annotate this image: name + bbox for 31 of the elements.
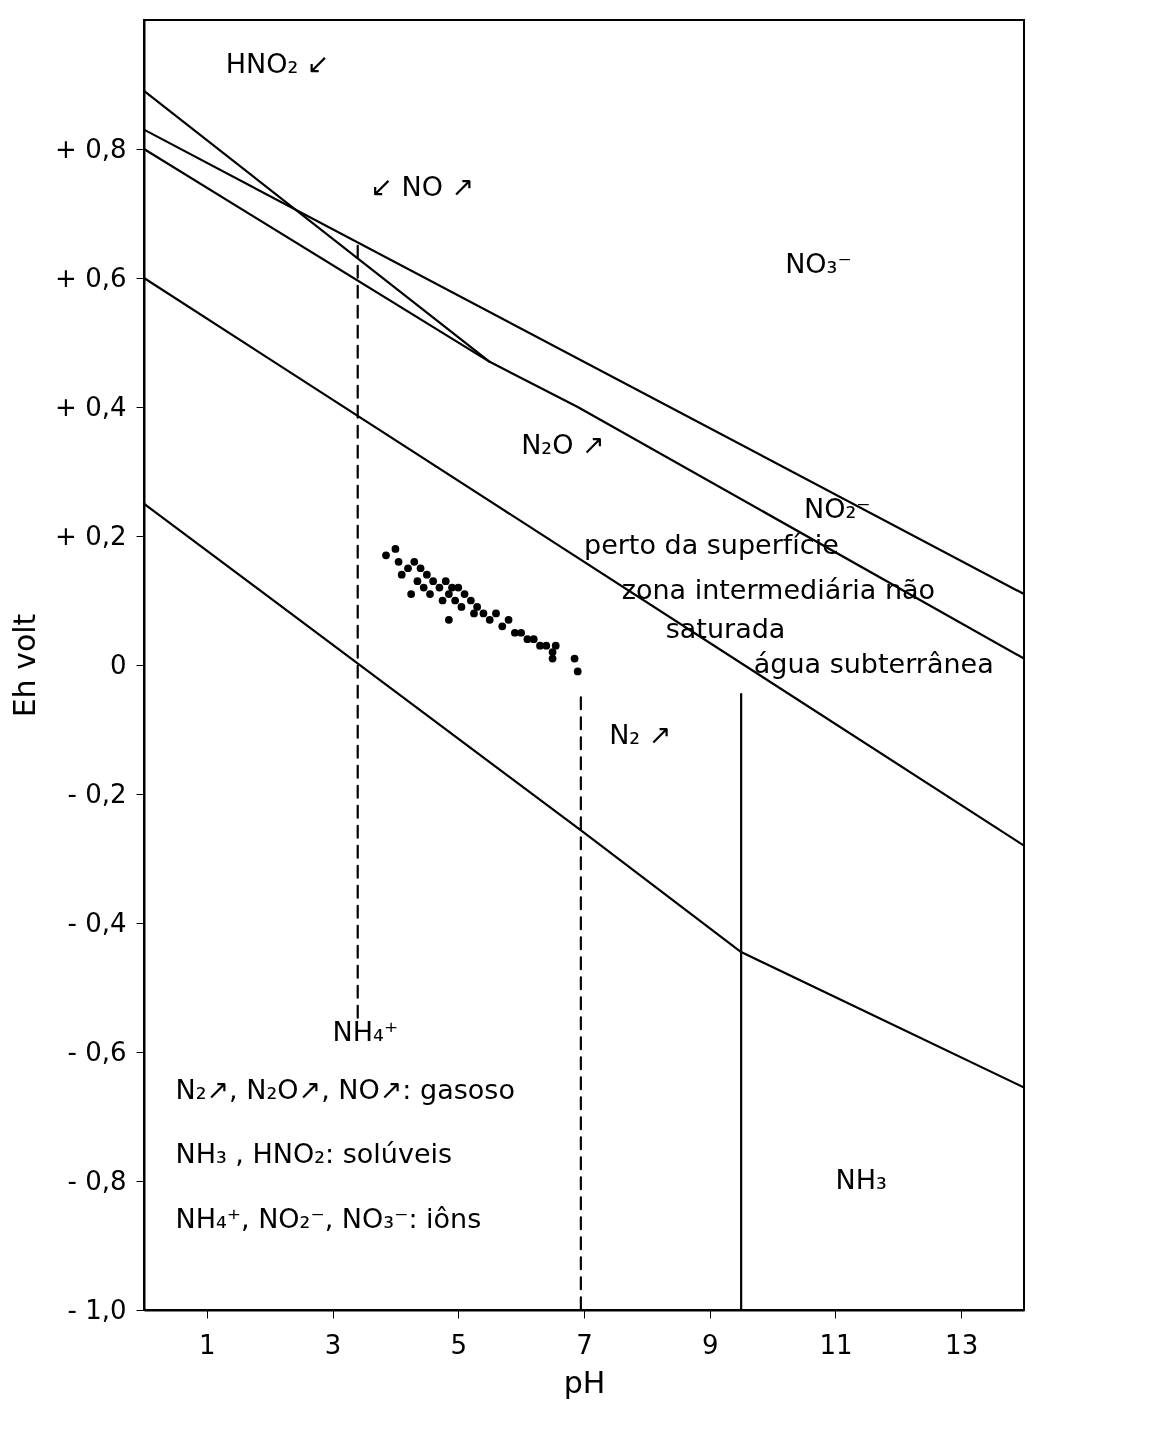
y-tick-label: + 0,4 bbox=[55, 391, 127, 422]
annotation: NH₄⁺ bbox=[332, 1015, 399, 1047]
x-tick-label: 13 bbox=[945, 1329, 979, 1360]
annotation: HNO₂ ↙ bbox=[225, 48, 330, 80]
y-axis-title: Eh volt bbox=[7, 613, 43, 718]
x-tick-label: 3 bbox=[324, 1329, 342, 1360]
annotation: N₂ ↗ bbox=[609, 718, 672, 750]
annotation: NO₃⁻ bbox=[785, 248, 852, 280]
annotation: NH₃ , HNO₂: solúveis bbox=[175, 1138, 453, 1170]
x-tick-label: 7 bbox=[576, 1329, 593, 1360]
y-tick-label: - 1,0 bbox=[67, 1294, 127, 1325]
annotation: N₂↗, N₂O↗, NO↗: gasoso bbox=[175, 1073, 515, 1105]
y-tick-label: 0 bbox=[109, 649, 127, 680]
x-tick-label: 1 bbox=[199, 1329, 216, 1360]
y-tick-label: - 0,4 bbox=[67, 907, 127, 938]
x-tick-label: 5 bbox=[450, 1329, 468, 1360]
annotation: NH₃ bbox=[835, 1164, 887, 1195]
annotation: NO₂⁻ bbox=[804, 493, 871, 525]
y-tick-label: - 0,8 bbox=[67, 1165, 127, 1196]
y-tick-label: - 0,6 bbox=[67, 1036, 127, 1067]
annotation: N₂O ↗ bbox=[521, 428, 605, 460]
x-axis-title: pH bbox=[563, 1364, 606, 1400]
y-tick-label: + 0,8 bbox=[55, 133, 127, 164]
x-tick-label: 11 bbox=[819, 1329, 853, 1360]
annotation: NH₄⁺, NO₂⁻, NO₃⁻: iôns bbox=[175, 1202, 482, 1234]
y-tick-label: - 0,2 bbox=[67, 778, 127, 809]
y-tick-label: + 0,6 bbox=[55, 262, 127, 293]
y-tick-label: + 0,2 bbox=[55, 520, 127, 551]
x-tick-label: 9 bbox=[701, 1329, 719, 1360]
annotation: ↙ NO ↗ bbox=[370, 170, 475, 202]
annotation: água subterrânea bbox=[753, 648, 994, 679]
